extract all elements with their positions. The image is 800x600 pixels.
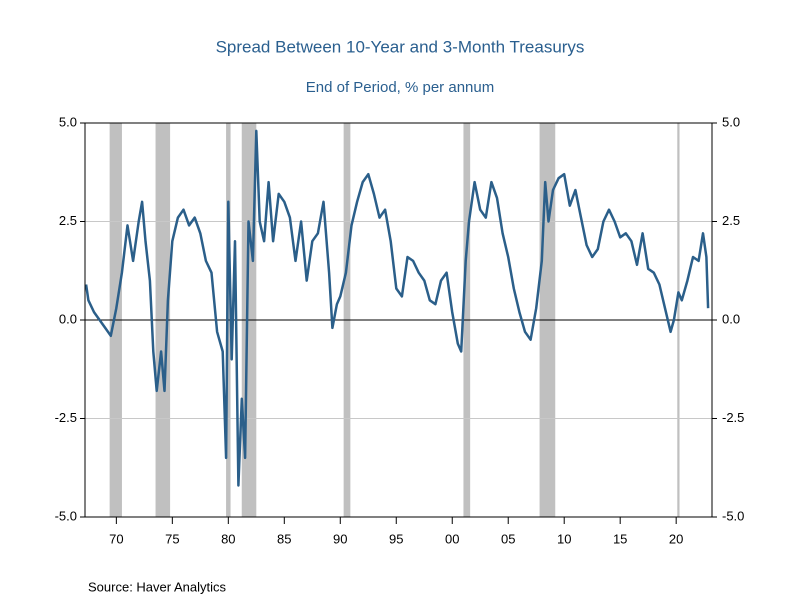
- x-tick-label: 70: [109, 531, 123, 546]
- x-tick-label: 20: [669, 531, 683, 546]
- x-tick-label: 75: [165, 531, 179, 546]
- y2-tick-label: -5.0: [722, 508, 744, 523]
- y-tick-label: 0.0: [59, 311, 77, 326]
- y2-tick-label: -2.5: [722, 410, 744, 425]
- chart-subtitle: End of Period, % per annum: [306, 79, 494, 96]
- x-tick-label: 90: [333, 531, 347, 546]
- x-tick-label: 10: [557, 531, 571, 546]
- chart-title: Spread Between 10-Year and 3-Month Treas…: [216, 37, 585, 56]
- series-line: [84, 129, 710, 487]
- x-tick-label: 15: [613, 531, 627, 546]
- plot-frame: [84, 122, 713, 518]
- y2-tick-label: 0.0: [722, 311, 740, 326]
- y-tick-label: 2.5: [59, 213, 77, 228]
- y2-tick-label: 2.5: [722, 213, 740, 228]
- x-tick-label: 00: [445, 531, 459, 546]
- y-tick-label: 5.0: [59, 114, 77, 129]
- x-tick-label: 80: [221, 531, 235, 546]
- y-tick-label: -2.5: [55, 410, 77, 425]
- x-tick-label: 05: [501, 531, 515, 546]
- x-tick-label: 85: [277, 531, 291, 546]
- y-tick-label: -5.0: [55, 508, 77, 523]
- y2-tick-label: 5.0: [722, 114, 740, 129]
- x-tick-label: 95: [389, 531, 403, 546]
- source-note: Source: Haver Analytics: [88, 579, 227, 594]
